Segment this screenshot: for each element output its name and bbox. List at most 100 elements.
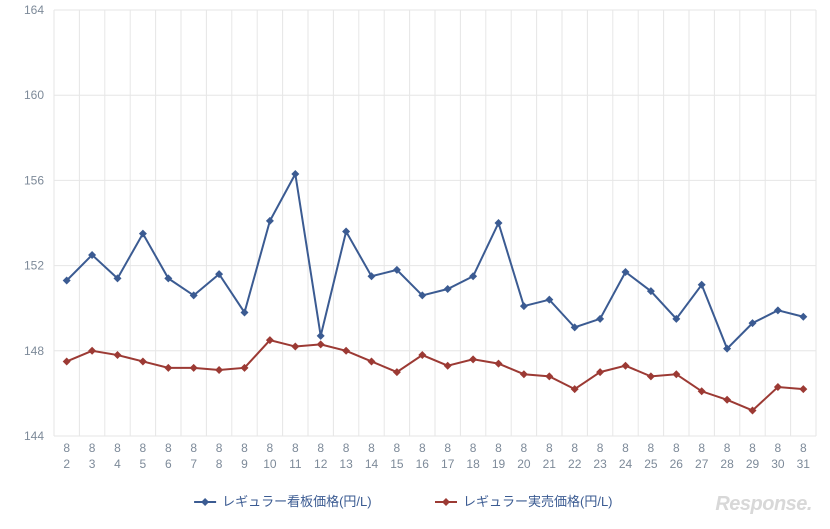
data-marker [469,272,477,280]
data-marker [266,217,274,225]
data-marker [63,357,71,365]
x-tick-day: 9 [241,457,248,471]
x-tick-month: 8 [622,441,629,455]
x-tick-day: 25 [644,457,658,471]
x-tick-day: 21 [543,457,557,471]
x-tick-day: 6 [165,457,172,471]
data-marker [520,302,528,310]
x-tick-day: 11 [289,457,302,471]
x-tick-day: 10 [263,457,277,471]
x-tick-month: 8 [749,441,756,455]
data-marker [520,370,528,378]
x-tick-month: 8 [241,441,248,455]
data-marker [215,366,223,374]
x-tick-month: 8 [800,441,807,455]
price-line-chart: 1441481521561601648283848586878889810811… [0,0,830,524]
x-tick-month: 8 [571,441,578,455]
data-marker [368,272,376,280]
x-tick-day: 7 [190,457,197,471]
data-marker [342,228,350,236]
x-tick-month: 8 [317,441,324,455]
x-tick-day: 17 [441,457,455,471]
data-marker [495,219,503,227]
x-tick-month: 8 [89,441,96,455]
x-tick-month: 8 [190,441,197,455]
x-tick-day: 4 [114,457,121,471]
x-tick-month: 8 [648,441,655,455]
data-marker [647,372,655,380]
data-marker [368,357,376,365]
x-tick-month: 8 [775,441,782,455]
y-tick-label: 148 [24,344,44,358]
x-tick-month: 8 [63,441,70,455]
data-marker [317,332,325,340]
x-tick-month: 8 [673,441,680,455]
legend-label-actual: レギュラー実売価格(円/L) [463,494,613,509]
x-tick-month: 8 [343,441,350,455]
x-tick-day: 29 [746,457,760,471]
x-tick-day: 26 [670,457,684,471]
x-tick-month: 8 [724,441,731,455]
y-tick-label: 152 [24,259,44,273]
data-marker [799,385,807,393]
x-tick-day: 15 [390,457,404,471]
data-marker [291,170,299,178]
x-tick-month: 8 [165,441,172,455]
x-tick-month: 8 [597,441,604,455]
x-tick-month: 8 [368,441,375,455]
y-tick-label: 164 [24,3,44,17]
x-tick-day: 13 [339,457,353,471]
x-tick-month: 8 [521,441,528,455]
x-tick-month: 8 [444,441,451,455]
x-tick-month: 8 [114,441,121,455]
y-tick-label: 144 [24,429,44,443]
data-marker [495,360,503,368]
x-tick-day: 5 [140,457,147,471]
x-tick-day: 22 [568,457,582,471]
x-tick-month: 8 [292,441,299,455]
x-tick-month: 8 [470,441,477,455]
data-marker [88,347,96,355]
x-tick-day: 2 [63,457,70,471]
x-tick-month: 8 [394,441,401,455]
x-tick-day: 14 [365,457,379,471]
data-marker [342,347,350,355]
data-marker [139,357,147,365]
x-tick-day: 16 [416,457,430,471]
x-tick-month: 8 [216,441,223,455]
x-tick-month: 8 [546,441,553,455]
x-tick-month: 8 [267,441,274,455]
data-marker [201,498,209,506]
data-marker [164,364,172,372]
data-marker [545,372,553,380]
x-tick-day: 23 [593,457,607,471]
data-marker [444,285,452,293]
x-tick-month: 8 [495,441,502,455]
y-tick-label: 160 [24,88,44,102]
data-marker [799,313,807,321]
x-tick-day: 30 [771,457,785,471]
data-marker [723,396,731,404]
x-tick-day: 19 [492,457,506,471]
chart-svg: 1441481521561601648283848586878889810811… [0,0,830,524]
x-tick-month: 8 [140,441,147,455]
x-tick-day: 8 [216,457,223,471]
data-marker [114,351,122,359]
data-marker [442,498,450,506]
y-tick-label: 156 [24,173,44,187]
data-marker [190,364,198,372]
x-tick-day: 18 [466,457,480,471]
data-marker [444,362,452,370]
data-marker [317,340,325,348]
x-tick-day: 31 [797,457,811,471]
data-marker [139,230,147,238]
x-tick-day: 28 [720,457,734,471]
x-tick-month: 8 [698,441,705,455]
data-marker [774,306,782,314]
x-tick-day: 12 [314,457,328,471]
legend-label-signboard: レギュラー看板価格(円/L) [222,494,372,509]
x-tick-month: 8 [419,441,426,455]
x-tick-day: 27 [695,457,709,471]
x-tick-day: 3 [89,457,96,471]
x-tick-day: 24 [619,457,633,471]
